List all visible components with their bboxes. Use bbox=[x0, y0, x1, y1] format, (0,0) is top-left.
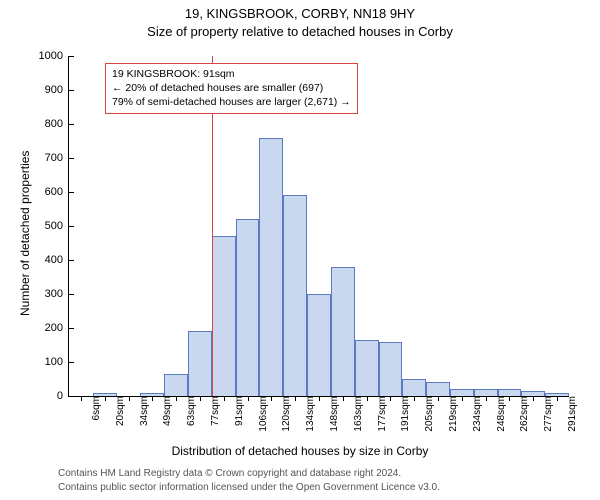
y-tick: 500 bbox=[45, 220, 69, 232]
y-tick: 600 bbox=[45, 186, 69, 198]
histogram-bar bbox=[474, 389, 498, 396]
chart-title: 19, KINGSBROOK, CORBY, NN18 9HY bbox=[0, 6, 600, 21]
y-tick: 700 bbox=[45, 152, 69, 164]
x-tick: 91sqm bbox=[228, 396, 245, 426]
x-tick: 106sqm bbox=[252, 396, 269, 432]
histogram-bar bbox=[283, 195, 307, 396]
x-tick: 20sqm bbox=[109, 396, 126, 426]
y-tick: 100 bbox=[45, 356, 69, 368]
annotation-line-2: ← 20% of detached houses are smaller (69… bbox=[112, 81, 351, 95]
x-tick: 205sqm bbox=[418, 396, 435, 432]
x-tick: 219sqm bbox=[442, 396, 459, 432]
histogram-bar bbox=[498, 389, 522, 396]
x-tick: 120sqm bbox=[275, 396, 292, 432]
x-tick: 234sqm bbox=[466, 396, 483, 432]
histogram-bar bbox=[212, 236, 236, 396]
histogram-bar bbox=[355, 340, 379, 396]
y-tick: 400 bbox=[45, 254, 69, 266]
histogram-bar bbox=[188, 331, 212, 396]
histogram-bar bbox=[331, 267, 355, 396]
histogram-bar bbox=[236, 219, 260, 396]
y-tick: 900 bbox=[45, 84, 69, 96]
x-tick: 49sqm bbox=[156, 396, 173, 426]
copyright-line-2: Contains public sector information licen… bbox=[58, 481, 440, 495]
histogram-bar bbox=[426, 382, 450, 396]
histogram-bar bbox=[450, 389, 474, 396]
x-tick: 34sqm bbox=[133, 396, 150, 426]
y-tick: 1000 bbox=[39, 50, 69, 62]
annotation-line-3: 79% of semi-detached houses are larger (… bbox=[112, 95, 351, 109]
x-tick: 63sqm bbox=[180, 396, 197, 426]
x-tick: 77sqm bbox=[204, 396, 221, 426]
y-tick: 0 bbox=[57, 390, 69, 402]
y-tick: 200 bbox=[45, 322, 69, 334]
x-tick: 163sqm bbox=[347, 396, 364, 432]
histogram-bar bbox=[164, 374, 188, 396]
x-tick: 6sqm bbox=[85, 396, 102, 420]
copyright-text: Contains HM Land Registry data © Crown c… bbox=[58, 467, 440, 494]
x-tick: 277sqm bbox=[537, 396, 554, 432]
histogram-bar bbox=[307, 294, 331, 396]
histogram-bar bbox=[379, 342, 403, 396]
chart-container: 19, KINGSBROOK, CORBY, NN18 9HY Size of … bbox=[0, 0, 600, 500]
x-tick: 148sqm bbox=[323, 396, 340, 432]
histogram-bar bbox=[259, 138, 283, 396]
x-tick: 191sqm bbox=[394, 396, 411, 432]
y-tick: 800 bbox=[45, 118, 69, 130]
copyright-line-1: Contains HM Land Registry data © Crown c… bbox=[58, 467, 440, 481]
annotation-line-1: 19 KINGSBROOK: 91sqm bbox=[112, 67, 351, 81]
chart-subtitle: Size of property relative to detached ho… bbox=[0, 24, 600, 39]
x-tick: 262sqm bbox=[513, 396, 530, 432]
x-tick: 134sqm bbox=[299, 396, 316, 432]
x-tick: 291sqm bbox=[561, 396, 578, 432]
annotation-box: 19 KINGSBROOK: 91sqm ← 20% of detached h… bbox=[105, 63, 358, 114]
x-tick: 248sqm bbox=[490, 396, 507, 432]
y-tick: 300 bbox=[45, 288, 69, 300]
y-axis-label: Number of detached properties bbox=[18, 151, 32, 316]
x-axis-label: Distribution of detached houses by size … bbox=[0, 444, 600, 458]
x-tick: 177sqm bbox=[371, 396, 388, 432]
histogram-bar bbox=[402, 379, 426, 396]
